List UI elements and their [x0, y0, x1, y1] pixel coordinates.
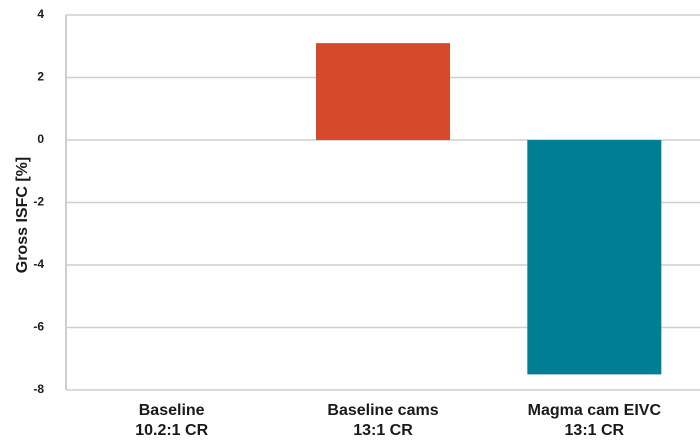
- y-tick-label: -6: [33, 320, 44, 334]
- category-label: Baseline: [139, 402, 205, 419]
- y-tick-label: 0: [37, 132, 44, 146]
- category-label: 10.2:1 CR: [135, 422, 208, 439]
- category-label: 13:1 CR: [565, 422, 625, 439]
- y-tick-label: -2: [33, 195, 44, 209]
- bar: [316, 43, 450, 140]
- category-label: Magma cam EIVC: [528, 402, 662, 419]
- y-tick-labels: 4 2 0 -2 -4 -6 -8: [33, 7, 44, 396]
- category-label: 13:1 CR: [353, 422, 413, 439]
- category-labels: Baseline 10.2:1 CR Baseline cams 13:1 CR Mag…: [135, 402, 661, 439]
- y-tick-label: -8: [33, 382, 44, 396]
- category-label: Baseline cams: [327, 402, 438, 419]
- y-tick-label: 2: [37, 70, 44, 84]
- bars: [316, 43, 662, 375]
- y-axis-label: Gross ISFC [%]: [14, 157, 31, 273]
- y-tick-label: -4: [33, 257, 44, 271]
- y-tick-label: 4: [37, 7, 44, 21]
- bar: [527, 140, 662, 375]
